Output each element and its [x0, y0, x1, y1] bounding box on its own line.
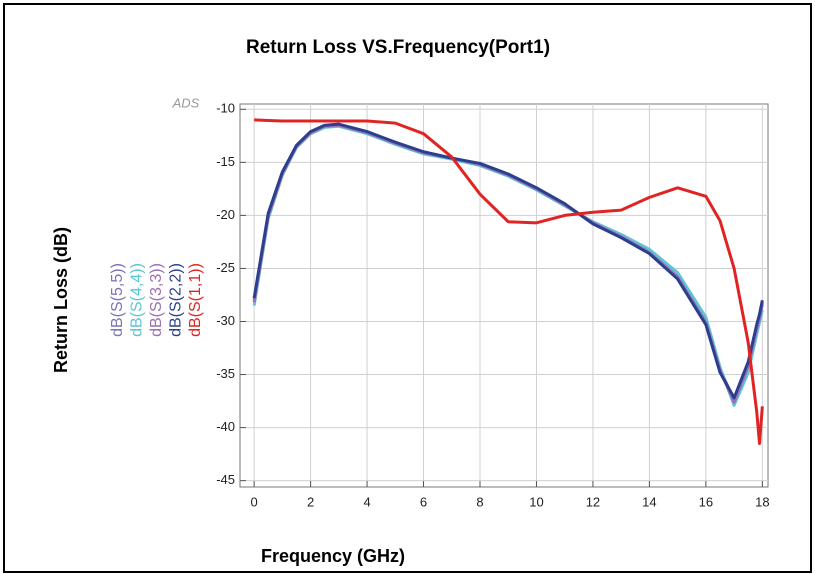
x-tick-label: 2 [307, 494, 314, 509]
x-tick-label: 16 [699, 494, 713, 509]
x-tick-label: 10 [529, 494, 543, 509]
y-tick-label: -20 [216, 207, 235, 222]
chart-title: Return Loss VS.Frequency(Port1) [246, 37, 550, 58]
x-tick-label: 14 [642, 494, 656, 509]
y-axis-title: Return Loss (dB) [51, 227, 71, 373]
y-tick-label: -35 [216, 366, 235, 381]
y-tick-label: -30 [216, 313, 235, 328]
x-tick-label: 6 [420, 494, 427, 509]
x-tick-label: 8 [476, 494, 483, 509]
x-tick-label: 12 [586, 494, 600, 509]
plot-area [239, 103, 769, 488]
x-tick-label: 4 [363, 494, 370, 509]
series-line [254, 118, 764, 446]
y-tick-label: -10 [216, 101, 235, 116]
legend-entry: dB(S(4,4)) [129, 263, 146, 337]
x-axis-title: Frequency (GHz) [261, 546, 405, 566]
y-tick-label: -40 [216, 419, 235, 434]
legend-entry: dB(S(1,1)) [187, 263, 204, 337]
x-tick-label: 0 [251, 494, 258, 509]
legend-entry: dB(S(2,2)) [168, 263, 185, 337]
series-line [252, 122, 764, 400]
legend-entry: dB(S(3,3)) [148, 263, 165, 337]
ads-label: ADS [172, 95, 200, 110]
y-tick-label: -45 [216, 472, 235, 487]
legend-entry: dB(S(5,5)) [109, 263, 126, 337]
y-tick-label: -15 [216, 154, 235, 169]
x-tick-label: 18 [755, 494, 769, 509]
y-tick-label: -25 [216, 260, 235, 275]
frame [3, 3, 812, 573]
